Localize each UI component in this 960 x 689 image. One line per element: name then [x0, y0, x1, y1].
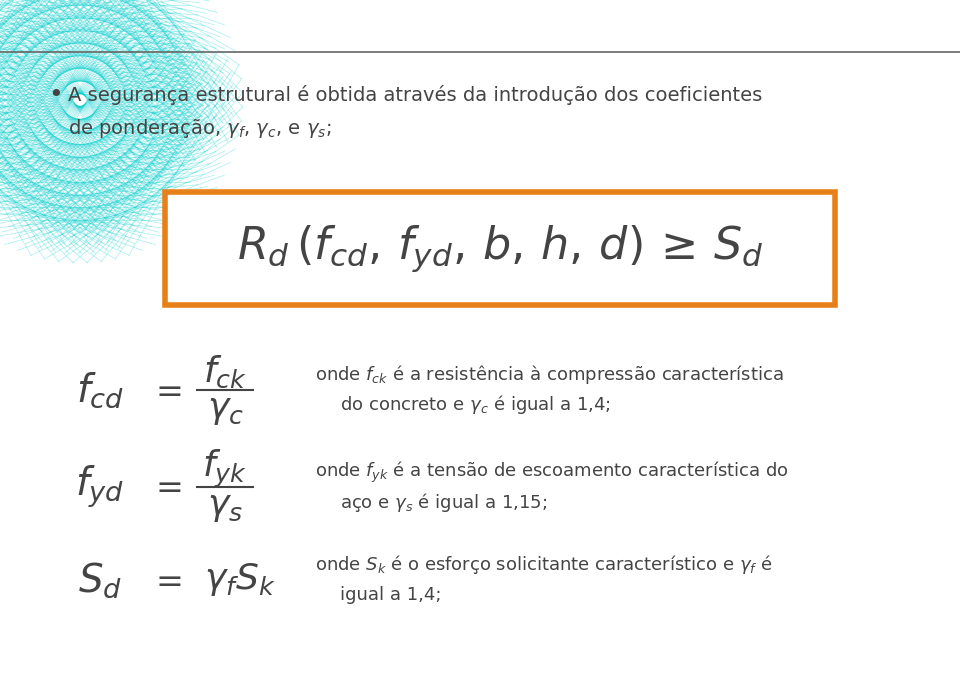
Text: igual a 1,4;: igual a 1,4;	[340, 586, 442, 604]
FancyBboxPatch shape	[165, 192, 835, 305]
Text: $f_{ck}$: $f_{ck}$	[203, 354, 247, 390]
Text: A segurança estrutural é obtida através da introdução dos coeficientes: A segurança estrutural é obtida através …	[68, 85, 762, 105]
Text: onde $f_{ck}$ é a resistência à compressão característica: onde $f_{ck}$ é a resistência à compress…	[315, 364, 783, 387]
Text: $=$: $=$	[149, 564, 181, 597]
Text: onde $f_{yk}$ é a tensão de escoamento característica do: onde $f_{yk}$ é a tensão de escoamento c…	[315, 460, 789, 484]
Text: •: •	[48, 83, 62, 107]
Text: $\gamma_f S_k$: $\gamma_f S_k$	[204, 562, 276, 599]
Text: aço e $\gamma_s$ é igual a 1,15;: aço e $\gamma_s$ é igual a 1,15;	[340, 491, 547, 513]
Text: do concreto e $\gamma_c$ é igual a 1,4;: do concreto e $\gamma_c$ é igual a 1,4;	[340, 393, 611, 416]
Text: de ponderação, $\gamma_f$, $\gamma_c$, e $\gamma_s$;: de ponderação, $\gamma_f$, $\gamma_c$, e…	[68, 116, 331, 139]
Text: $S_d$: $S_d$	[78, 560, 122, 600]
Text: $\gamma_s$: $\gamma_s$	[207, 490, 243, 524]
Text: $\gamma_c$: $\gamma_c$	[206, 393, 244, 427]
Text: onde $S_k$ é o esforço solicitante característico e $\gamma_f$ é: onde $S_k$ é o esforço solicitante carac…	[315, 553, 773, 577]
Text: $=$: $=$	[149, 373, 181, 407]
Text: $f_{yk}$: $f_{yk}$	[203, 448, 248, 490]
Text: $f_{yd}$: $f_{yd}$	[76, 464, 125, 511]
Text: $f_{cd}$: $f_{cd}$	[76, 370, 124, 410]
Text: $=$: $=$	[149, 471, 181, 504]
Text: $\mathit{R}_d\,(\mathit{f}_{cd},\,\mathit{f}_{yd},\,b,\,h,\,d)\,\geq\,\mathit{S}: $\mathit{R}_d\,(\mathit{f}_{cd},\,\mathi…	[236, 223, 763, 274]
